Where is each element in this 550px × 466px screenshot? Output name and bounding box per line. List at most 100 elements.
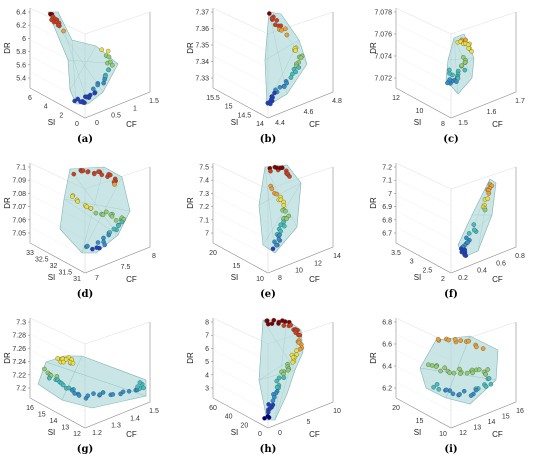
data-point <box>55 22 61 28</box>
data-point <box>435 336 441 342</box>
cf-tick-label: 0.5 <box>111 113 121 120</box>
cf-tick-label: 7 <box>95 275 99 282</box>
cf-tick-label: 1.5 <box>149 98 159 105</box>
convex-hull <box>264 11 308 107</box>
data-point <box>101 235 106 241</box>
z-tick-label: 5 <box>205 359 209 366</box>
si-tick-label: 0 <box>258 431 262 438</box>
convex-hull <box>59 166 131 254</box>
cf-axis-label: CF <box>126 430 137 439</box>
data-point <box>264 318 270 323</box>
box-edge <box>29 317 86 345</box>
data-point <box>100 390 106 395</box>
data-point <box>108 172 113 178</box>
box-edge <box>395 162 452 190</box>
cf-tick-label: 0.8 <box>515 253 525 260</box>
gridline <box>212 55 269 85</box>
si-tick-label: 15 <box>38 412 46 419</box>
data-point <box>281 203 286 208</box>
z-tick-label: 7.26 <box>12 346 26 353</box>
gridline <box>212 23 269 51</box>
data-point <box>480 346 486 351</box>
cf-tick-label: 15 <box>502 414 510 421</box>
cf-tick-label: 8 <box>278 275 282 282</box>
data-point <box>284 32 290 38</box>
data-point <box>66 385 72 391</box>
gridline <box>395 39 452 68</box>
z-tick-label: 7.078 <box>374 10 392 17</box>
data-point <box>447 370 452 376</box>
data-point <box>274 384 280 390</box>
z-axis-label: DR <box>3 197 12 209</box>
si-tick-label: 0 <box>75 121 79 128</box>
z-tick-label: 7.34 <box>195 59 209 66</box>
si-tick-label: 60 <box>209 405 217 412</box>
panel-caption: (e) <box>260 289 276 300</box>
data-point <box>110 62 115 68</box>
cf-tick-label: 7.5 <box>121 264 131 271</box>
data-point <box>470 370 475 376</box>
data-point <box>269 16 275 21</box>
data-point <box>274 378 280 384</box>
hull-facet <box>268 11 288 95</box>
data-point <box>288 75 294 80</box>
data-point <box>283 209 288 214</box>
data-point <box>277 85 283 90</box>
data-point <box>120 389 126 395</box>
si-tick-label: 31.5 <box>58 270 72 277</box>
cf-tick-label: 5 <box>307 419 311 426</box>
cf-axis-label: CF <box>126 275 137 284</box>
data-point <box>119 219 125 225</box>
cf-tick-label: 10 <box>295 268 303 275</box>
data-point <box>454 79 459 84</box>
cf-tick-label: 10 <box>333 408 341 415</box>
data-point <box>60 382 66 388</box>
cf-tick-label: 1.6 <box>487 109 497 116</box>
data-point <box>429 363 435 368</box>
hull-facet <box>69 168 119 236</box>
z-tick-label: 7.22 <box>12 372 26 379</box>
cf-tick-label: 1.5 <box>149 408 159 415</box>
z-tick-label: 7.33 <box>195 76 209 83</box>
cf-tick-label: 0.4 <box>477 268 487 275</box>
cf-axis-label: CF <box>492 430 503 439</box>
data-point <box>458 338 463 343</box>
z-tick-label: 5.4 <box>16 76 26 83</box>
box-edge <box>212 7 269 35</box>
z-axis-label: DR <box>369 352 378 364</box>
data-point <box>76 393 82 398</box>
data-point <box>75 199 80 204</box>
cf-tick-label: 13 <box>473 425 481 432</box>
si-tick-label: 15 <box>225 104 233 111</box>
data-point <box>100 212 106 218</box>
data-point <box>267 11 272 16</box>
z-tick-label: 6.2 <box>382 386 392 393</box>
data-point <box>473 387 479 393</box>
z-tick-label: 7.2 <box>382 165 392 172</box>
data-point <box>99 47 104 52</box>
data-point <box>450 391 456 397</box>
data-point <box>485 367 491 372</box>
z-tick-label: 6 <box>22 36 26 43</box>
data-point <box>288 322 293 328</box>
z-tick-label: 6.4 <box>382 364 392 371</box>
data-point <box>93 210 99 216</box>
si-tick-label: 31 <box>73 276 81 283</box>
panel-caption: (d) <box>77 289 93 300</box>
data-point <box>294 348 299 353</box>
si-tick-label: 32 <box>50 263 58 270</box>
si-tick-label: 3.5 <box>391 250 401 257</box>
data-point <box>95 240 101 245</box>
cf-tick-label: 12 <box>314 260 322 267</box>
data-point <box>90 246 95 252</box>
si-tick-label: 20 <box>392 405 400 412</box>
si-tick-label: 14.5 <box>238 112 252 119</box>
data-point <box>106 232 111 238</box>
cf-tick-label: 0 <box>278 430 282 437</box>
data-point <box>47 375 52 381</box>
data-point <box>464 370 470 376</box>
hull-facet <box>264 166 276 254</box>
si-axis-label: SI <box>414 428 422 437</box>
hull-facet <box>262 182 302 246</box>
